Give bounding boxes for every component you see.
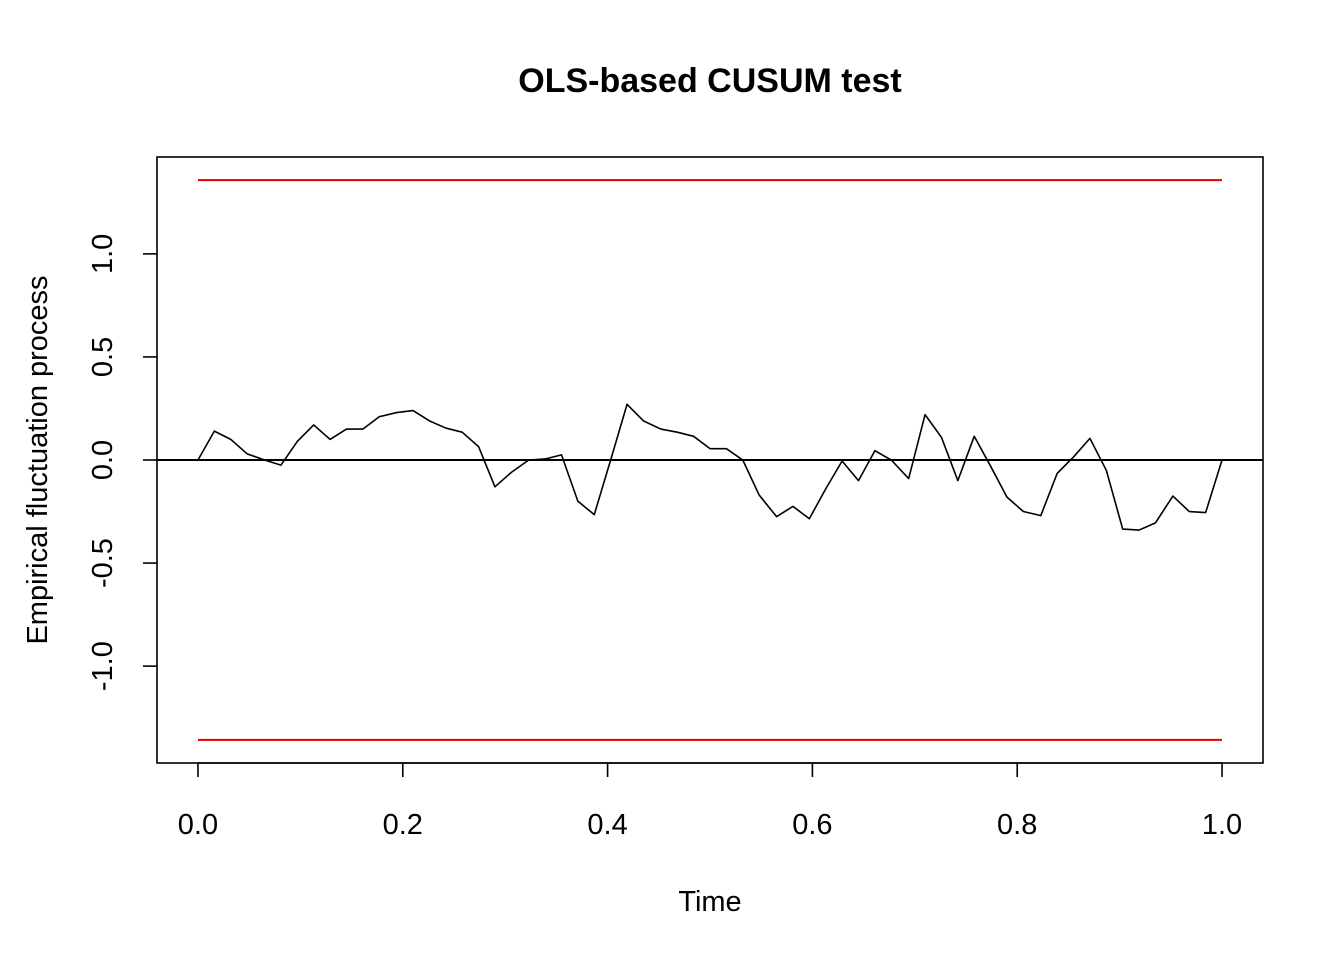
y-axis-label: Empirical fluctuation process: [22, 275, 54, 644]
fluctuation-process-line: [197, 403, 1223, 531]
y-tick-label: 0.0: [87, 440, 119, 480]
y-tick-label: 1.0: [87, 234, 119, 274]
x-tick-label: 0.6: [792, 809, 832, 841]
y-tick-label: -1.0: [87, 641, 119, 691]
x-axis-label: Time: [678, 886, 741, 918]
x-tick-label: 0.2: [383, 809, 423, 841]
x-axis: 0.0 0.2 0.4 0.6 0.8 1.0: [178, 762, 1242, 841]
x-tick-label: 0.0: [178, 809, 218, 841]
x-tick-label: 0.4: [587, 809, 627, 841]
y-tick-label: -0.5: [87, 538, 119, 588]
y-axis: -1.0 -0.5 0.0 0.5 1.0: [87, 234, 157, 691]
x-tick-label: 1.0: [1202, 809, 1242, 841]
plot-content: [157, 179, 1263, 741]
y-tick-label: 0.5: [87, 337, 119, 377]
chart-title: OLS-based CUSUM test: [518, 62, 902, 100]
x-tick-label: 0.8: [997, 809, 1037, 841]
